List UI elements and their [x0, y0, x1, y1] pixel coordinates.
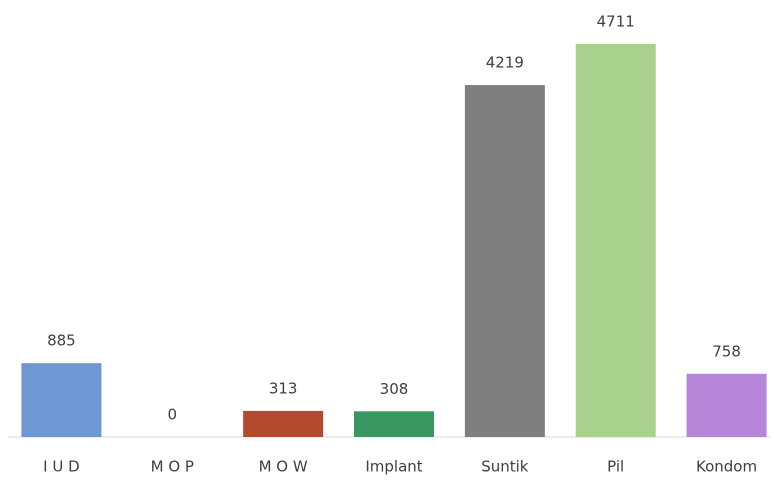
bar: [686, 373, 767, 437]
data-label: 758: [712, 342, 741, 360]
bar: [464, 85, 545, 437]
bar: [575, 44, 656, 437]
x-tick-label: Suntik: [481, 458, 529, 476]
data-label: 4711: [597, 13, 635, 31]
x-tick-label: Implant: [365, 458, 422, 476]
x-tick-label: M O P: [151, 458, 194, 476]
bar: [21, 363, 102, 437]
x-tick-label: I U D: [43, 458, 80, 476]
bar: [243, 410, 324, 437]
data-label: 313: [269, 379, 298, 397]
bar: [354, 411, 434, 437]
x-tick-label: Kondom: [696, 458, 757, 476]
data-label: 0: [168, 406, 178, 424]
x-tick-label: Pil: [607, 458, 624, 476]
data-label: 4219: [486, 54, 524, 72]
data-label: 308: [380, 380, 409, 398]
data-label: 885: [47, 332, 76, 350]
x-tick-label: M O W: [259, 458, 308, 476]
